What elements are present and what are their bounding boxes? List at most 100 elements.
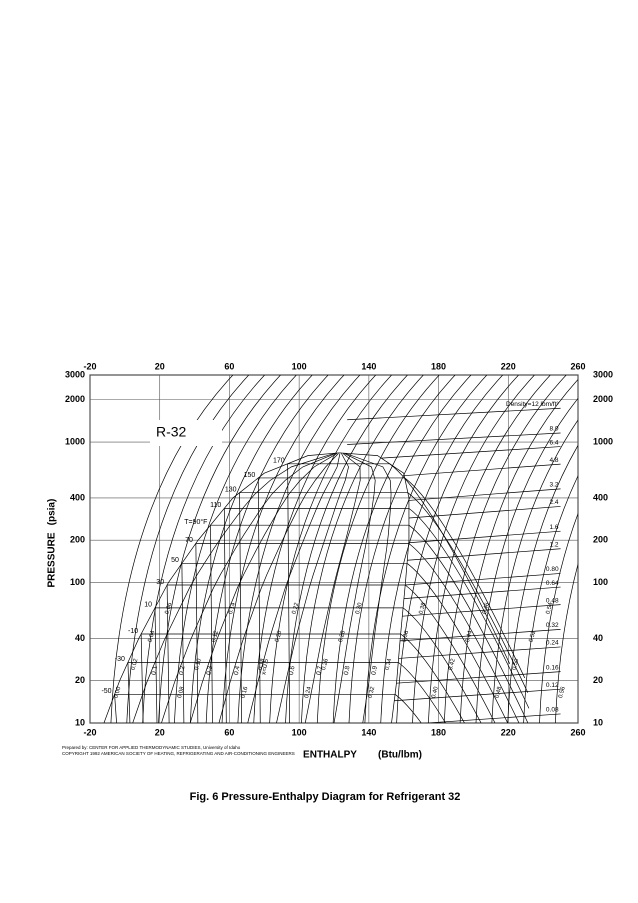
- entropy-label: 0.16: [241, 685, 250, 698]
- caption: Fig. 6 Pressure-Enthalpy Diagram for Ref…: [190, 791, 461, 803]
- quality-label: 0.9: [370, 665, 379, 675]
- y-tick-label: 10: [593, 717, 603, 727]
- quality-line: [345, 453, 392, 723]
- density-label: 3.2: [550, 482, 559, 489]
- curves: [103, 375, 578, 723]
- isentrope: [491, 419, 578, 723]
- saturation-line: [103, 452, 340, 723]
- entropy-label: 0.46: [482, 601, 491, 614]
- isentrope: [285, 375, 408, 723]
- credit: Prepared by: CENTER FOR APPLIED THERMODY…: [62, 745, 241, 750]
- quality-line: [161, 453, 336, 723]
- isotherm-label: 50: [171, 557, 179, 564]
- x-tick-label: 180: [431, 361, 446, 371]
- isotherm: [181, 562, 509, 723]
- quality-line: [247, 453, 341, 723]
- density-line: [404, 463, 561, 477]
- isotherm-label: 150: [244, 472, 256, 479]
- density-label: 0.64: [546, 580, 559, 587]
- isotherm: [166, 584, 496, 723]
- x-tick-label: 220: [501, 727, 516, 737]
- quality-line: [276, 453, 349, 723]
- x-tick-label: 220: [501, 361, 516, 371]
- y-tick-label: 40: [75, 633, 85, 643]
- entropy-label: 0.00: [114, 685, 123, 698]
- density-label: 4.8: [550, 457, 559, 464]
- y-tick-label: 200: [593, 535, 608, 545]
- entropy-label: 0.02: [131, 657, 140, 670]
- isotherm-label: 30: [156, 579, 164, 586]
- entropy-label: 0.52: [528, 629, 537, 642]
- quality-label: 0.1: [151, 665, 160, 675]
- quality-line: [132, 453, 335, 723]
- density-line: [408, 488, 561, 501]
- entropy-label: 0.06: [165, 601, 174, 614]
- x-tick-label: 260: [570, 361, 585, 371]
- y-tick-label: 40: [593, 633, 603, 643]
- y-tick-label: 10: [75, 717, 85, 727]
- entropy-label: 0.48: [495, 685, 504, 698]
- x-axis-unit: (Btu/lbm): [378, 750, 422, 761]
- density-line: [407, 548, 561, 561]
- y-tick-label: 20: [75, 675, 85, 685]
- x-tick-label: -20: [83, 727, 96, 737]
- isentrope: [126, 375, 250, 723]
- isotherm: [210, 524, 529, 723]
- isentrope: [142, 375, 265, 723]
- entropy-label: 0.04: [148, 629, 157, 642]
- isotherm-label: T=90°F: [184, 518, 207, 526]
- x-axis-label: ENTHALPY: [303, 750, 357, 761]
- entropy-label: 0.34: [385, 657, 394, 670]
- isotherm-label: -50: [101, 688, 111, 695]
- y-tick-label: 1000: [593, 436, 613, 446]
- quality-label: 0.3: [206, 665, 215, 675]
- y-tick-label: 200: [70, 535, 85, 545]
- x-tick-label: 20: [155, 727, 165, 737]
- isotherm: [114, 693, 422, 723]
- chart-title: R-32: [156, 424, 187, 440]
- density-line: [396, 671, 561, 684]
- isotherm-label: 110: [210, 502, 221, 509]
- density-label: 8.0: [550, 426, 559, 433]
- density-label: 0.48: [546, 597, 559, 604]
- y-tick-label: 20: [593, 675, 603, 685]
- entropy-label: 0.08: [177, 685, 186, 698]
- isotherm-label: -30: [115, 656, 125, 663]
- x-tick-label: -20: [83, 361, 96, 371]
- isentrope: [443, 375, 567, 723]
- entropy-label: 0.18: [258, 657, 267, 670]
- isotherm: [140, 633, 465, 723]
- y-axis-unit: (psia): [47, 499, 58, 526]
- isentrope: [412, 375, 535, 723]
- quality-label: 0.6: [288, 665, 297, 675]
- isentrope: [205, 375, 329, 723]
- y-tick-label: 2000: [593, 394, 613, 404]
- entropy-label: 0.56: [558, 685, 567, 698]
- x-tick-label: 100: [292, 727, 307, 737]
- isentrope: [523, 475, 578, 723]
- x-tick-label: 100: [292, 361, 307, 371]
- isentrope: [539, 512, 578, 723]
- density-line: [381, 446, 561, 459]
- y-tick-label: 3000: [593, 369, 613, 379]
- quality-label: 0.7: [316, 665, 325, 675]
- density-line: [394, 688, 561, 702]
- isotherm: [239, 492, 529, 723]
- density-line: [403, 586, 561, 599]
- quality-line: [218, 453, 339, 723]
- isotherm: [195, 543, 520, 723]
- x-tick-label: 140: [361, 361, 376, 371]
- entropy-label: 0.42: [448, 657, 457, 670]
- quality-label: 0.8: [343, 665, 352, 675]
- density-line: [399, 629, 561, 642]
- entropy-label: 0.30: [355, 601, 364, 614]
- entropy-label: 0.24: [304, 685, 313, 698]
- isentrope: [221, 375, 345, 723]
- x-tick-label: 60: [224, 361, 234, 371]
- quality-label: 0.2: [178, 665, 187, 675]
- entropy-label: 0.10: [194, 657, 203, 670]
- entropy-label: 0.12: [211, 629, 220, 642]
- density-label: 1.6: [550, 524, 559, 531]
- isentrope: [507, 444, 578, 723]
